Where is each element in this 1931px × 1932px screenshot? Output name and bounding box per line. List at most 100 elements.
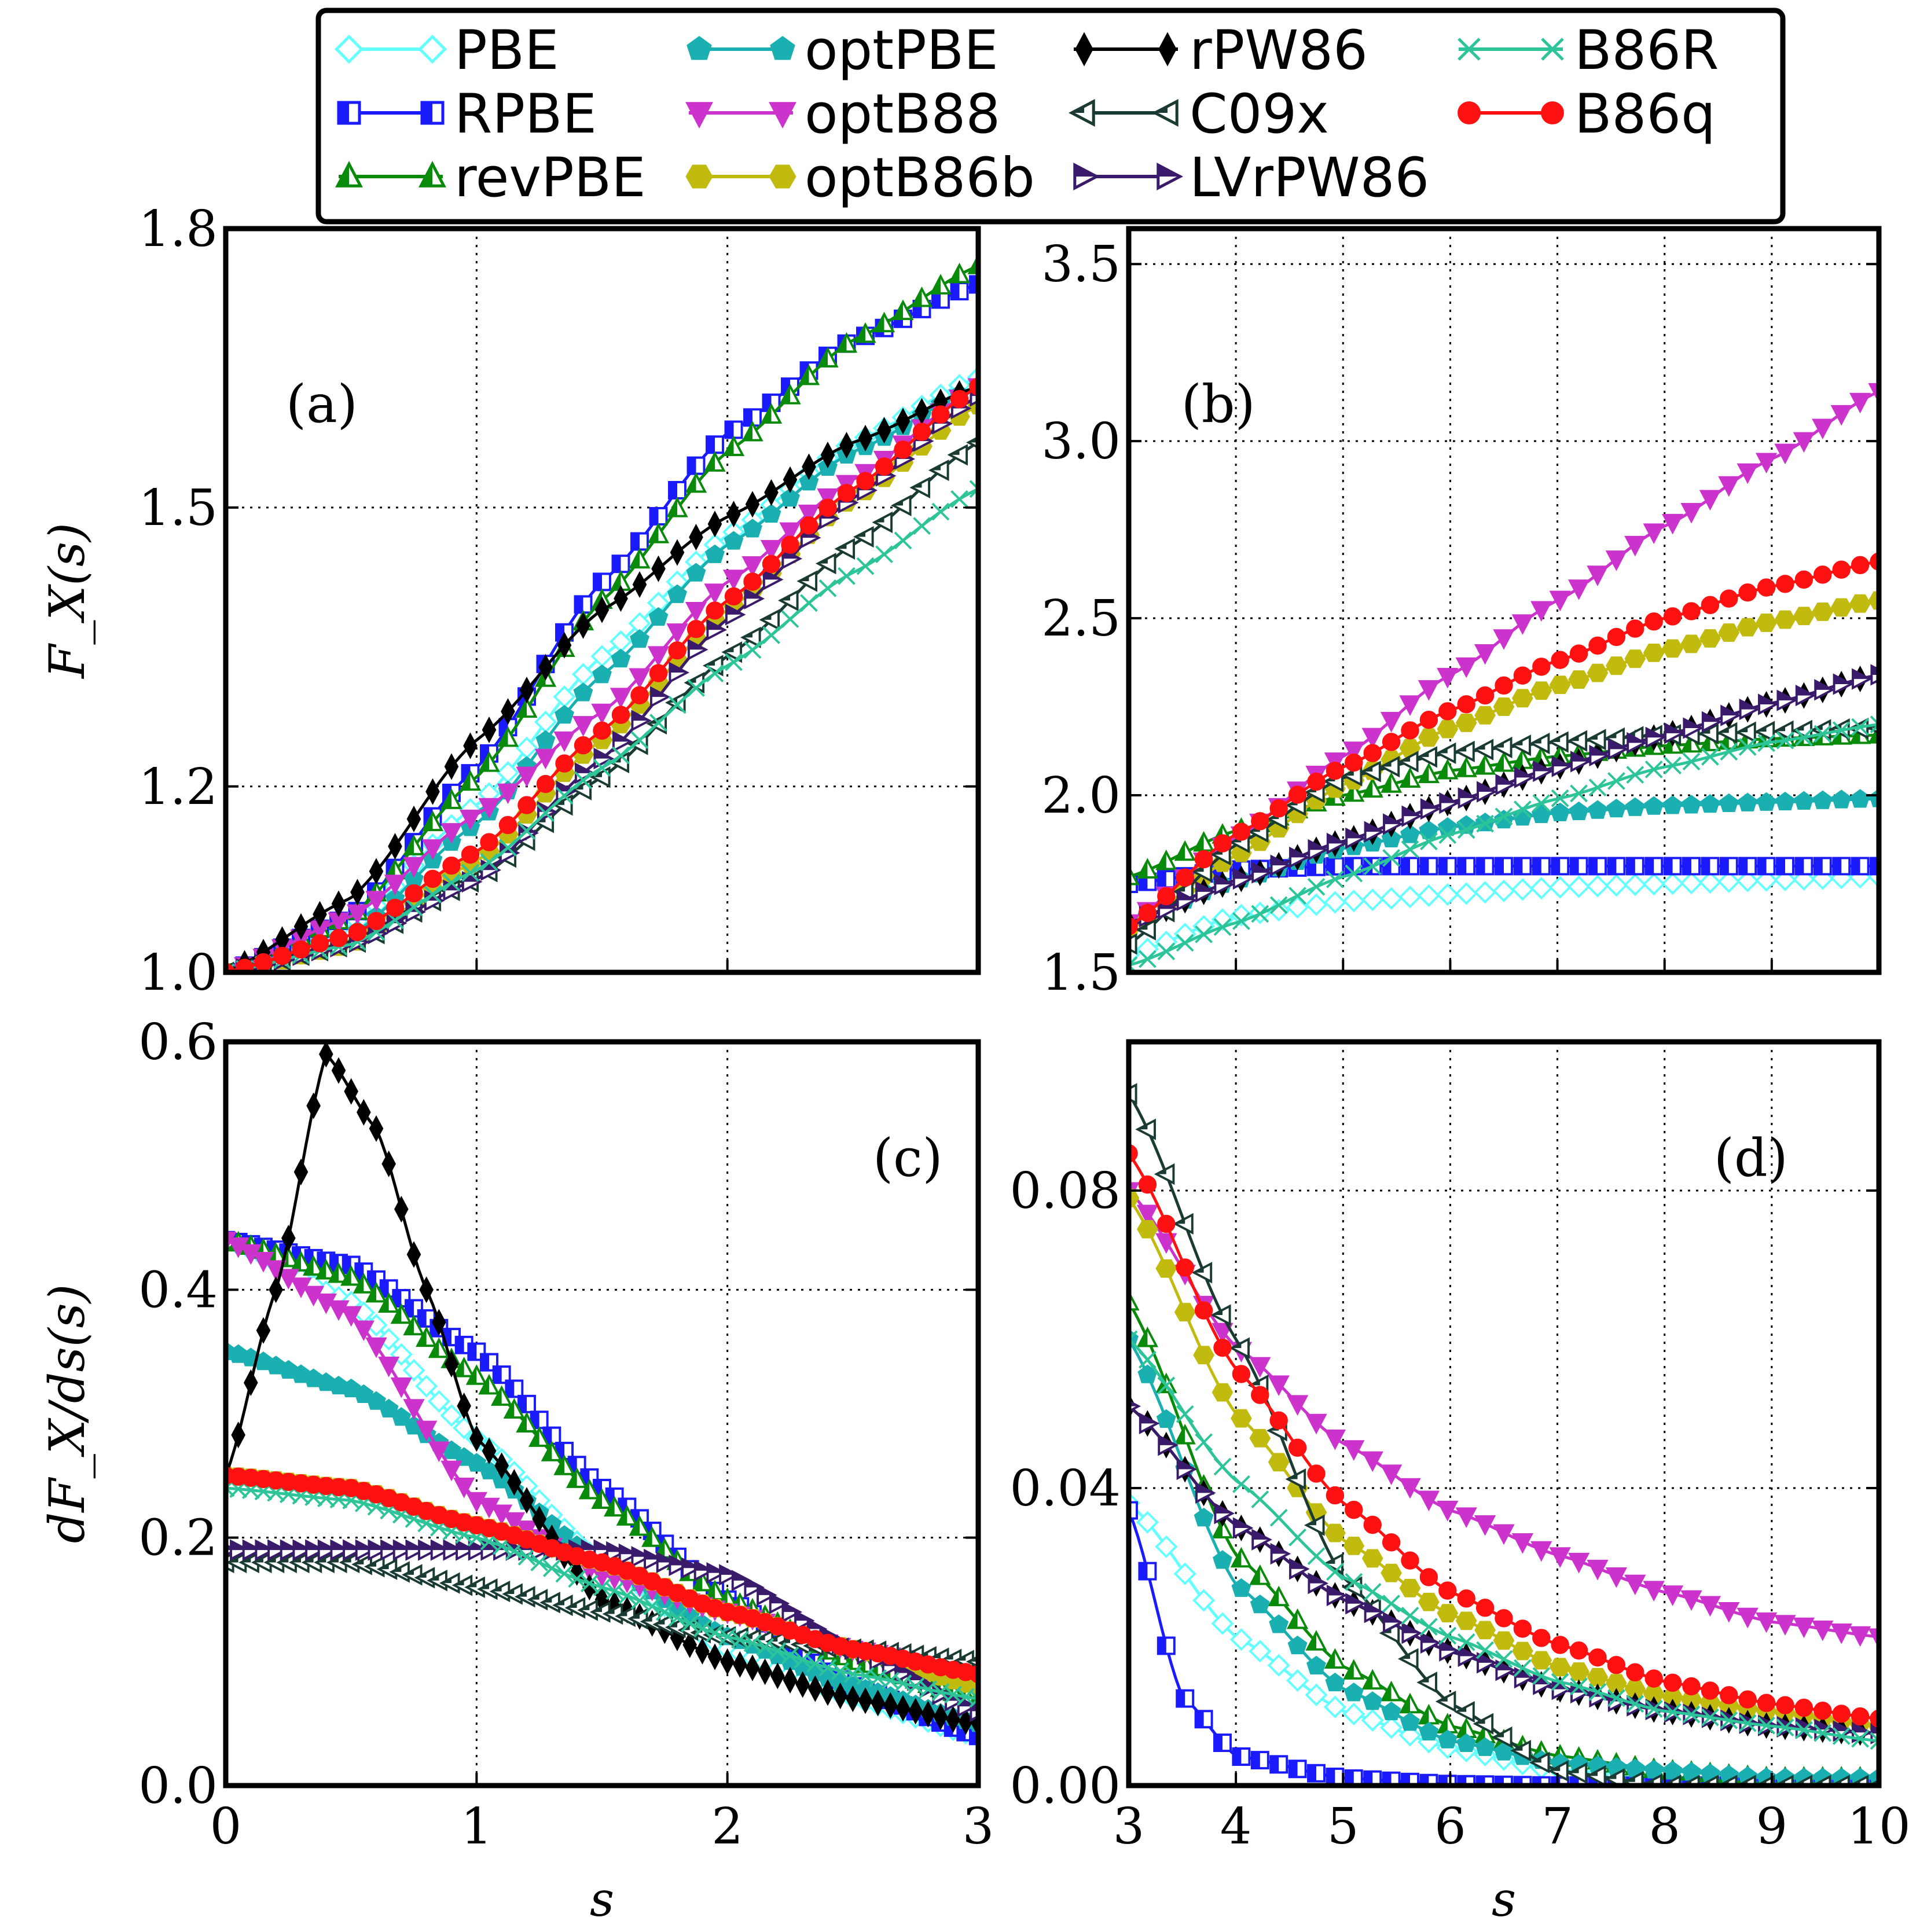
data-point-B86R — [1832, 721, 1851, 740]
data-point-B86R — [1307, 877, 1326, 896]
data-point-C09x-fill — [1550, 1762, 1567, 1771]
data-point-rPW86 — [231, 1422, 245, 1449]
data-point-LVrPW86-fill — [1496, 1661, 1514, 1670]
data-point-C09x-fill — [931, 1649, 948, 1659]
data-point-C09x-fill — [799, 572, 817, 582]
data-point-PBE — [1267, 1654, 1290, 1677]
data-point-B86q — [1269, 1411, 1288, 1430]
data-point-optB88 — [647, 646, 670, 667]
data-point-C09x-fill — [1419, 748, 1436, 757]
data-point-optB88 — [1549, 1547, 1571, 1568]
data-point-RPBE-fill — [632, 533, 640, 550]
data-point-optB88 — [760, 540, 783, 561]
data-point-RPBE-fill — [1383, 1772, 1392, 1786]
data-point-revPBE-fill — [467, 1367, 477, 1384]
data-point-B86R — [517, 1548, 536, 1566]
panel-label: (b) — [1181, 374, 1255, 435]
data-point-C09x-fill — [1756, 1776, 1774, 1786]
axes-frame — [1126, 226, 1882, 975]
data-point-revPBE-fill — [317, 1261, 326, 1279]
data-point-B86R — [1514, 1659, 1532, 1677]
data-point-C09x-fill — [555, 1596, 572, 1606]
data-point-C09x-fill — [1306, 783, 1324, 792]
data-point-revPBE-fill — [630, 550, 640, 568]
data-point-C09x-fill — [341, 1553, 359, 1563]
data-point-B86q — [386, 898, 405, 917]
x-tick-label: 0 — [210, 1798, 242, 1856]
data-point-PBE — [1492, 879, 1515, 902]
data-point-C09x-fill — [780, 592, 798, 601]
data-point-rPW86 — [381, 1150, 396, 1177]
data-point-optB88 — [340, 1306, 362, 1327]
data-point-optPBE — [1662, 1761, 1683, 1780]
data-point-optB86b — [1343, 1536, 1365, 1555]
data-point-B86q — [555, 754, 574, 773]
data-point-B86q — [894, 440, 912, 459]
data-point-B86q — [329, 929, 348, 947]
data-point-optB88 — [1587, 565, 1609, 586]
data-point-optB88 — [1830, 405, 1852, 426]
data-point-optB88 — [1361, 1451, 1383, 1472]
data-point-B86R — [1570, 1677, 1588, 1696]
data-point-C09x-fill — [956, 1651, 973, 1661]
data-point-optPBE — [1156, 1409, 1176, 1428]
data-point-revPBE-fill — [1345, 783, 1354, 801]
legend-label: optPBE — [805, 19, 998, 82]
data-point-B86R — [931, 502, 950, 521]
data-point-RPBE-fill — [707, 436, 715, 453]
data-point-optPBE — [1700, 794, 1720, 813]
data-point-PBE — [1136, 1511, 1159, 1534]
data-point-B86R — [1213, 1457, 1232, 1476]
data-point-B86R — [1363, 857, 1382, 876]
data-point-optB88 — [453, 1478, 475, 1498]
data-point-C09x-fill — [931, 461, 948, 471]
data-point-B86R — [1139, 950, 1157, 968]
legend-marker-LVrPW86-fill — [1158, 165, 1180, 177]
data-point-RPBE-fill — [1589, 858, 1598, 875]
data-point-LVrPW86-fill — [645, 1551, 662, 1560]
data-point-revPBE-fill — [1232, 1549, 1242, 1567]
data-point-rPW86 — [538, 653, 553, 681]
data-point-PBE — [1192, 1589, 1216, 1612]
data-point-B86R — [1813, 725, 1832, 743]
data-point-rPW86 — [820, 442, 835, 469]
data-point-optB88 — [1418, 1490, 1440, 1512]
data-point-rPW86 — [532, 1505, 546, 1533]
data-point-RPBE-fill — [1439, 858, 1448, 875]
data-point-B86R — [725, 653, 743, 671]
data-point-LVrPW86-fill — [1384, 1614, 1401, 1623]
data-point-LVrPW86-fill — [1740, 700, 1757, 710]
data-point-B86R — [756, 1638, 774, 1656]
data-point-revPBE-fill — [838, 335, 847, 352]
data-point-optB88 — [798, 504, 820, 526]
data-point-optB86b — [1568, 670, 1589, 689]
data-point-RPBE-fill — [933, 291, 941, 308]
data-point-optB88 — [1755, 1612, 1778, 1633]
data-point-optB86b — [1418, 1592, 1440, 1611]
data-point-revPBE-fill — [725, 438, 734, 455]
data-point-C09x-fill — [743, 1630, 760, 1639]
data-point-rPW86 — [689, 524, 703, 551]
data-point-revPBE-fill — [1382, 774, 1392, 792]
data-point-revPBE-fill — [1195, 833, 1204, 851]
data-point-optB88 — [1793, 1617, 1815, 1639]
plot-area — [226, 1042, 978, 1747]
data-point-PBE — [1642, 872, 1665, 896]
data-point-rPW86 — [432, 1309, 446, 1336]
data-point-revPBE-fill — [493, 1387, 502, 1405]
data-point-rPW86 — [419, 1276, 434, 1303]
data-point-optB88 — [1774, 1615, 1796, 1636]
legend-label: C09x — [1190, 83, 1329, 146]
data-point-RPBE-fill — [380, 1280, 389, 1297]
data-point-C09x-fill — [630, 1610, 647, 1619]
data-point-optB88 — [1268, 1375, 1290, 1396]
data-point-rPW86 — [519, 1487, 534, 1514]
data-point-B86R — [1457, 1633, 1475, 1651]
data-point-B86q — [1607, 627, 1626, 647]
data-point-LVrPW86-fill — [1459, 789, 1476, 798]
data-point-optB88 — [1530, 1541, 1552, 1562]
data-point-optB88 — [534, 748, 557, 770]
data-point-B86q — [1419, 711, 1438, 729]
data-point-B86R — [580, 1574, 599, 1593]
x-axis-label: s — [1492, 1872, 1516, 1927]
